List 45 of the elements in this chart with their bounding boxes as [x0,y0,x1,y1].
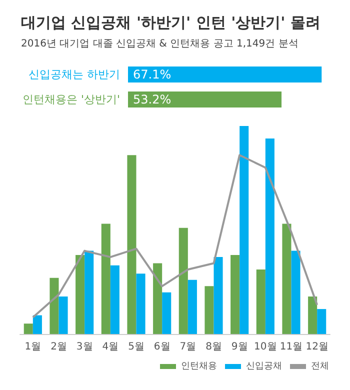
bar [204,286,214,334]
data-label: 53.2% [133,92,172,106]
x-tick-label: 9월 [231,342,248,352]
bar [76,254,85,334]
bar [291,250,300,334]
bar [256,270,266,334]
bar [58,296,68,334]
bar [32,315,42,334]
bar [265,138,274,334]
x-tick-label: 8월 [206,342,222,352]
bar [214,257,223,334]
x-tick-label: 1월 [24,342,42,352]
bar [240,126,249,334]
bar [50,278,59,334]
x-tick-label: 7월 [180,342,196,352]
legend-label: 인턴채용 [181,362,217,372]
bar [84,250,94,334]
bar [127,155,136,334]
bar [136,274,146,334]
bar [101,224,110,334]
x-tick-label: 3월 [76,342,93,352]
data-label: 67.1% [133,68,172,82]
bar [282,224,292,334]
x-tick-label: 10월 [254,342,277,352]
bar [162,292,172,334]
x-tick-label: 11월 [280,342,303,352]
y-tick-label: 신입공채는 하반기 [28,68,120,81]
x-tick-label: 6월 [154,342,170,352]
bar [317,309,326,334]
x-tick-label: 12월 [306,342,328,352]
bar [188,280,197,334]
x-tick-label: 2월 [50,342,67,352]
legend-label: 전체 [311,362,329,372]
legend-label: 신입공채 [246,362,282,372]
bar [178,228,188,334]
chart-title: 대기업 신입공채 '하반기' 인턴 '상반기' 몰려 [21,14,320,32]
y-tick-label: 인턴채용은 '상반기' [22,93,120,106]
bar [24,324,33,334]
chart-subtitle: 2016년 대기업 대졸 신입공채 & 인턴채용 공고 1,149건 분석 [21,38,298,50]
bar [230,254,240,334]
x-tick-label: 5월 [128,342,144,352]
bar [308,296,318,334]
x-tick-label: 4월 [102,342,119,352]
bar [110,265,120,334]
bar [153,263,162,334]
